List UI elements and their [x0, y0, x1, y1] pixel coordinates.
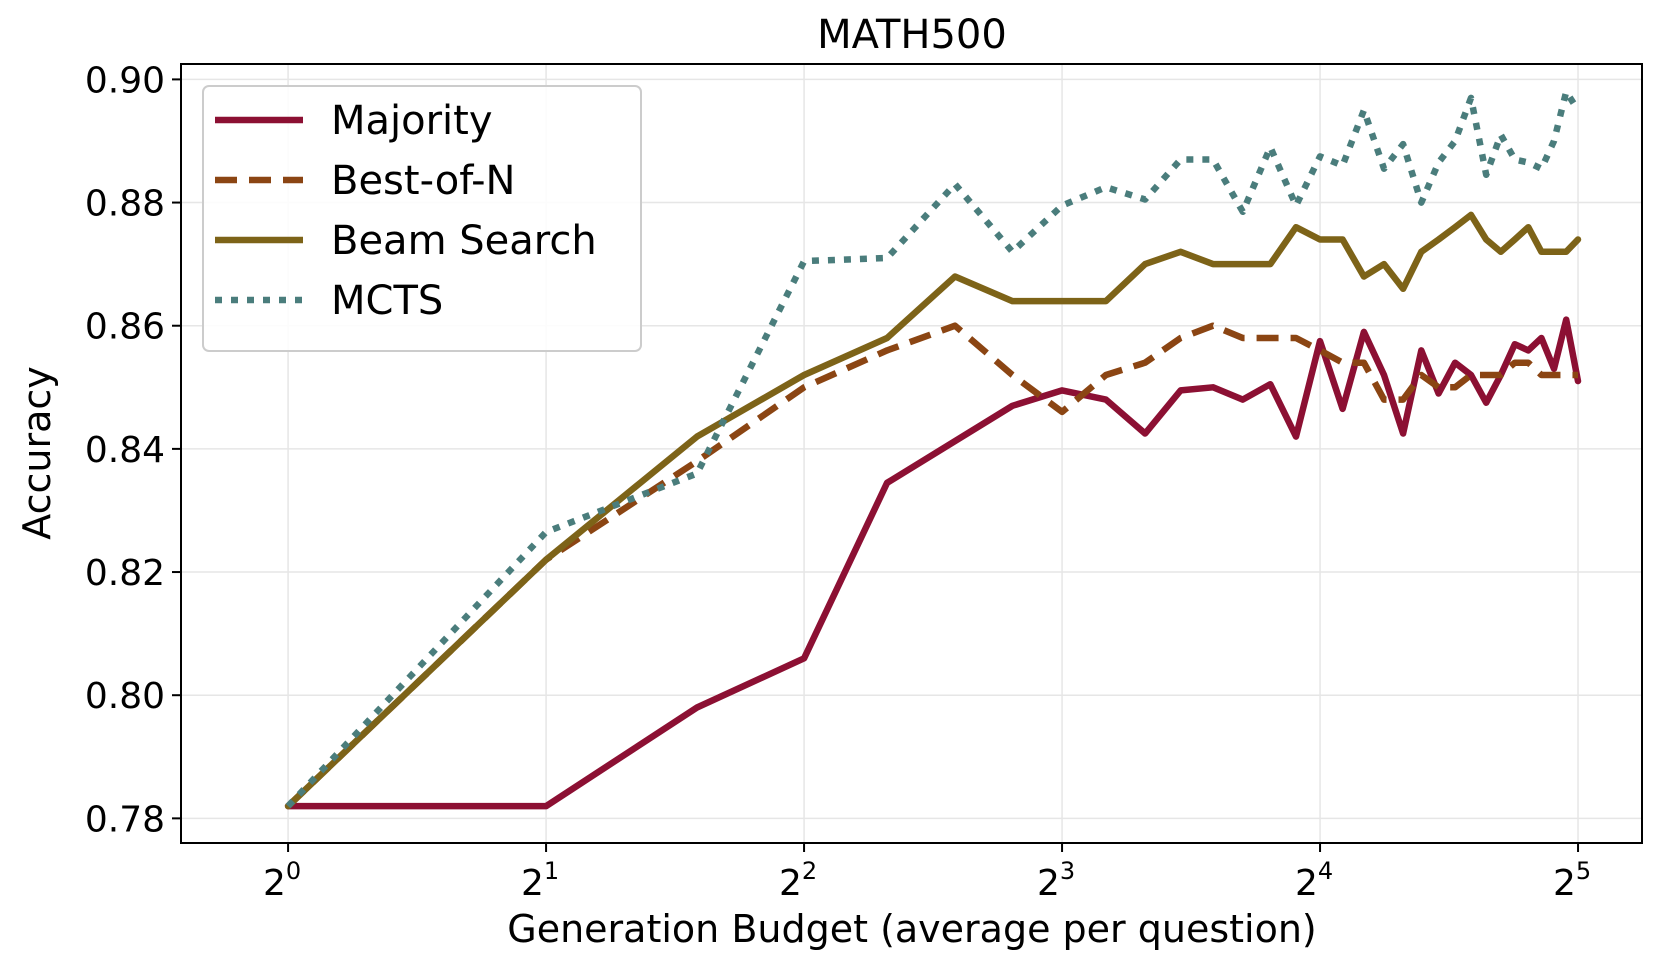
- series-line-majority: [284, 316, 1582, 810]
- y-tick-label: 0.90: [85, 60, 165, 101]
- legend-label: Best-of-N: [331, 158, 515, 204]
- y-tick-label: 0.86: [85, 307, 165, 348]
- x-tick-base: 2: [779, 863, 802, 904]
- x-tick-label: 24: [1295, 857, 1333, 904]
- series-group: [284, 88, 1582, 810]
- y-tick-label: 0.82: [85, 553, 165, 594]
- legend-label: Majority: [331, 98, 493, 144]
- legend-label: MCTS: [331, 278, 443, 324]
- x-tick-exponent: 3: [1060, 857, 1075, 885]
- x-axis: 20 21 22 23 24 25: [263, 843, 1591, 904]
- legend-frame: [202, 85, 642, 352]
- y-tick-label: 0.88: [85, 184, 165, 225]
- x-tick-exponent: 5: [1576, 857, 1591, 885]
- x-tick-base: 2: [521, 863, 544, 904]
- x-tick-exponent: 4: [1318, 857, 1333, 885]
- x-tick-label: 21: [521, 857, 559, 904]
- x-tick-label: 25: [1553, 857, 1591, 904]
- plot-frame: [180, 63, 1643, 844]
- y-axis-label: Accuracy: [15, 366, 59, 540]
- y-tick-label: 0.84: [85, 430, 165, 471]
- x-tick-exponent: 0: [286, 857, 301, 885]
- x-tick-exponent: 2: [802, 857, 817, 885]
- y-tick-label: 0.78: [85, 799, 165, 840]
- x-tick-base: 2: [1037, 863, 1060, 904]
- legend-label: Beam Search: [331, 218, 597, 264]
- x-tick-label: 20: [263, 857, 301, 904]
- y-axis: 0.78 0.80 0.82 0.84 0.86 0.88 0.90: [85, 60, 181, 840]
- chart-title: MATH500: [817, 12, 1007, 58]
- x-tick-base: 2: [263, 863, 286, 904]
- x-tick-label: 23: [1037, 857, 1075, 904]
- x-tick-base: 2: [1295, 863, 1318, 904]
- x-tick-label: 22: [779, 857, 817, 904]
- series-line-beam-search: [284, 211, 1582, 810]
- legend: Majority Best-of-N Beam Search MCTS: [202, 85, 642, 352]
- x-axis-label: Generation Budget (average per question): [507, 907, 1317, 951]
- x-tick-exponent: 1: [544, 857, 559, 885]
- series-line-best-of-n: [285, 322, 1578, 809]
- y-tick-label: 0.80: [85, 676, 165, 717]
- x-tick-base: 2: [1553, 863, 1576, 904]
